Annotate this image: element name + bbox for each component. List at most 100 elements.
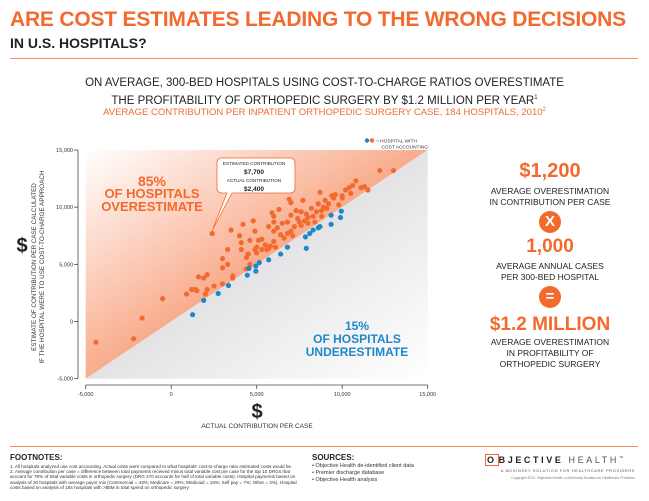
headline-line1: ON AVERAGE, 300-BED HOSPITALS USING COST… [85, 77, 564, 89]
data-point-overestimate [319, 208, 325, 214]
data-point-overestimate [225, 246, 231, 253]
data-point-overestimate [339, 193, 345, 199]
data-point-overestimate [305, 220, 311, 226]
objective-health-logo: O BJECTIVE HEALTH™ A MCKINSEY SOLUTION FO… [485, 454, 635, 480]
data-point-overestimate [322, 197, 328, 203]
x-axis-label: ACTUAL CONTRIBUTION PER CASE [201, 423, 313, 430]
data-point-underestimate [303, 245, 309, 251]
legend-blue-dot [364, 138, 370, 143]
data-point-overestimate [353, 178, 359, 184]
data-point-overestimate [324, 205, 330, 211]
legend-orange-dot [369, 138, 375, 143]
label-line: IN PROFITABILITY OF [506, 348, 594, 358]
data-point-overestimate [293, 208, 299, 214]
y-tick-label: 0 [70, 320, 73, 326]
sources: SOURCES: • Objective Health de-identifie… [312, 453, 472, 484]
data-point-underestimate [328, 212, 334, 218]
data-point-overestimate [250, 218, 256, 224]
footnote-ref: 2 [542, 107, 546, 113]
x-tick-label: -5,000 [78, 392, 94, 398]
footnote-2: 2. Average contribution per case = diffe… [10, 469, 297, 490]
annual-cases-value: 1,000 [526, 236, 574, 257]
data-point-overestimate [204, 272, 210, 278]
data-point-overestimate [238, 240, 244, 246]
logo-letter: O [485, 454, 499, 466]
data-point-underestimate [302, 234, 309, 240]
data-point-overestimate [313, 209, 320, 215]
x-tick-label: 15,000 [419, 392, 436, 398]
over-pct: 85% [138, 173, 167, 189]
y-tick-label: 15,000 [56, 148, 73, 154]
data-point-overestimate [266, 245, 272, 251]
data-point-overestimate [390, 167, 397, 174]
data-point-overestimate [139, 315, 145, 321]
equals-icon: = [539, 286, 561, 308]
footnotes: FOOTNOTES: 1. All hospitals analyzed use… [10, 453, 300, 490]
data-point-overestimate [336, 202, 342, 208]
data-point-overestimate [288, 200, 294, 206]
data-point-overestimate [298, 222, 304, 229]
annual-cases-label: AVERAGE ANNUAL CASES PER 300-BED HOSPITA… [460, 261, 640, 283]
y-tick-label: 5,000 [59, 262, 73, 268]
data-point-overestimate [274, 225, 280, 231]
data-point-underestimate [317, 224, 323, 230]
chart-subtitle: AVERAGE CONTRIBUTION PER INPATIENT ORTHO… [0, 107, 649, 118]
overestimation-per-case-label: AVERAGE OVERESTIMATION IN CONTRIBUTION P… [460, 186, 640, 208]
data-point-overestimate [271, 238, 277, 245]
data-point-overestimate [266, 224, 272, 230]
footnote-ref: 1 [534, 95, 538, 101]
data-point-overestimate [361, 183, 368, 190]
data-point-overestimate [308, 205, 315, 211]
data-point-overestimate [259, 246, 265, 253]
label-line: IN CONTRIBUTION PER CASE [489, 197, 611, 207]
data-point-overestimate [209, 230, 215, 237]
logo-tagline: A MCKINSEY SOLUTION FOR HEALTHCARE PROVI… [500, 468, 635, 473]
under-line1: OF HOSPITALS [313, 332, 401, 346]
data-point-overestimate [310, 213, 316, 219]
data-point-overestimate [315, 201, 321, 207]
page-subtitle: IN U.S. HOSPITALS? [10, 35, 147, 51]
data-point-underestimate [307, 230, 313, 237]
data-point-overestimate [238, 246, 244, 253]
data-point-overestimate [284, 219, 291, 225]
total-overestimation-value: $1.2 MILLION [489, 314, 611, 335]
data-point-overestimate [225, 261, 231, 267]
label-line: AVERAGE ANNUAL CASES [496, 261, 604, 271]
data-point-overestimate [325, 201, 332, 207]
data-point-overestimate [219, 265, 226, 271]
data-point-underestimate [338, 208, 344, 214]
data-point-underestimate [256, 260, 262, 266]
label-line: AVERAGE OVERESTIMATION [490, 337, 610, 347]
x-tick-label: 10,000 [334, 392, 351, 398]
headline: ON AVERAGE, 300-BED HOSPITALS USING COST… [0, 76, 649, 109]
source-item: • Objective Health analysis [312, 477, 378, 483]
data-point-overestimate [298, 209, 304, 215]
data-point-overestimate [317, 189, 323, 195]
data-point-overestimate [211, 283, 217, 289]
data-point-overestimate [237, 233, 243, 239]
x-axis-dollar-symbol: $ [251, 401, 262, 423]
over-line1: OF HOSPITALS [104, 186, 199, 201]
data-point-overestimate [377, 167, 383, 174]
data-point-overestimate [204, 286, 210, 293]
source-item: • Objective Health de-identified client … [312, 463, 414, 469]
data-point-overestimate [254, 250, 260, 256]
data-point-overestimate [254, 244, 260, 250]
legend-line1: = HOSPITAL WITH [376, 139, 417, 145]
callout-text: $7,700 [244, 169, 264, 176]
data-point-overestimate [288, 212, 294, 218]
data-point-underestimate [284, 244, 291, 250]
scatter-chart: -5,000 0 5,000 10,000 15,000 -5,000 0 5,000 10,0… [16, 138, 436, 430]
data-point-overestimate [365, 187, 371, 193]
copyright: Copyright 2012, Objective Health, a McKi… [511, 476, 635, 480]
data-point-overestimate [240, 221, 246, 227]
data-point-overestimate [276, 206, 282, 213]
logo-tm: ™ [618, 455, 626, 460]
data-point-underestimate [225, 282, 232, 289]
data-point-overestimate [271, 219, 277, 225]
label-line: AVERAGE OVERESTIMATION [490, 186, 610, 196]
data-point-overestimate [271, 213, 277, 219]
data-point-underestimate [337, 214, 344, 221]
data-point-overestimate [291, 224, 297, 230]
callout-text: ESTIMATED CONTRIBUTION [223, 161, 285, 166]
